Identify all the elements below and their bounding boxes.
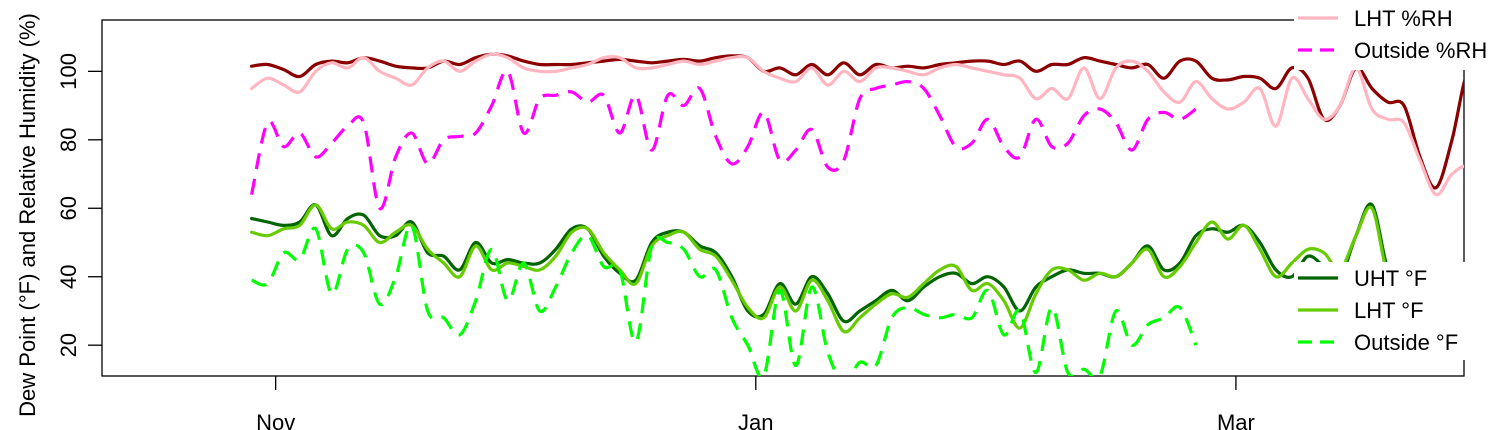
y-axis-title: Dew Point (°F) and Relative Humidity (%) bbox=[15, 13, 40, 417]
x-tick-label: Nov bbox=[256, 410, 295, 430]
plot-frame bbox=[101, 19, 1465, 377]
series-line-outside-degf bbox=[251, 223, 1198, 376]
axes: Nov Jan Mar 20 40 60 80 100 bbox=[56, 53, 1255, 430]
legend-label-lht-pctrh: LHT %RH bbox=[1354, 6, 1453, 31]
legend-label-outside-degf: Outside °F bbox=[1354, 330, 1458, 355]
y-axis-title-box: Dew Point (°F) and Relative Humidity (%) bbox=[0, 0, 60, 430]
legend-label-uht-degf: UHT °F bbox=[1354, 266, 1427, 291]
series-line-outside-pctrh bbox=[250, 69, 1197, 211]
y-tick-label: 40 bbox=[56, 264, 81, 288]
x-tick-label: Mar bbox=[1217, 410, 1255, 430]
legend-label-outside-pctrh: Outside %RH bbox=[1354, 38, 1487, 63]
legend-box bbox=[1294, 0, 1500, 70]
y-tick-label: 20 bbox=[56, 333, 81, 357]
series-line-lht-pctrh bbox=[250, 52, 1464, 197]
y-tick-label: 60 bbox=[56, 196, 81, 220]
series-line-lht-degf bbox=[250, 203, 1464, 334]
legend-label-lht-degf: LHT °F bbox=[1354, 298, 1424, 323]
y-tick-label: 100 bbox=[56, 53, 81, 90]
x-tick-label: Jan bbox=[738, 410, 773, 430]
y-tick-label: 80 bbox=[56, 128, 81, 152]
